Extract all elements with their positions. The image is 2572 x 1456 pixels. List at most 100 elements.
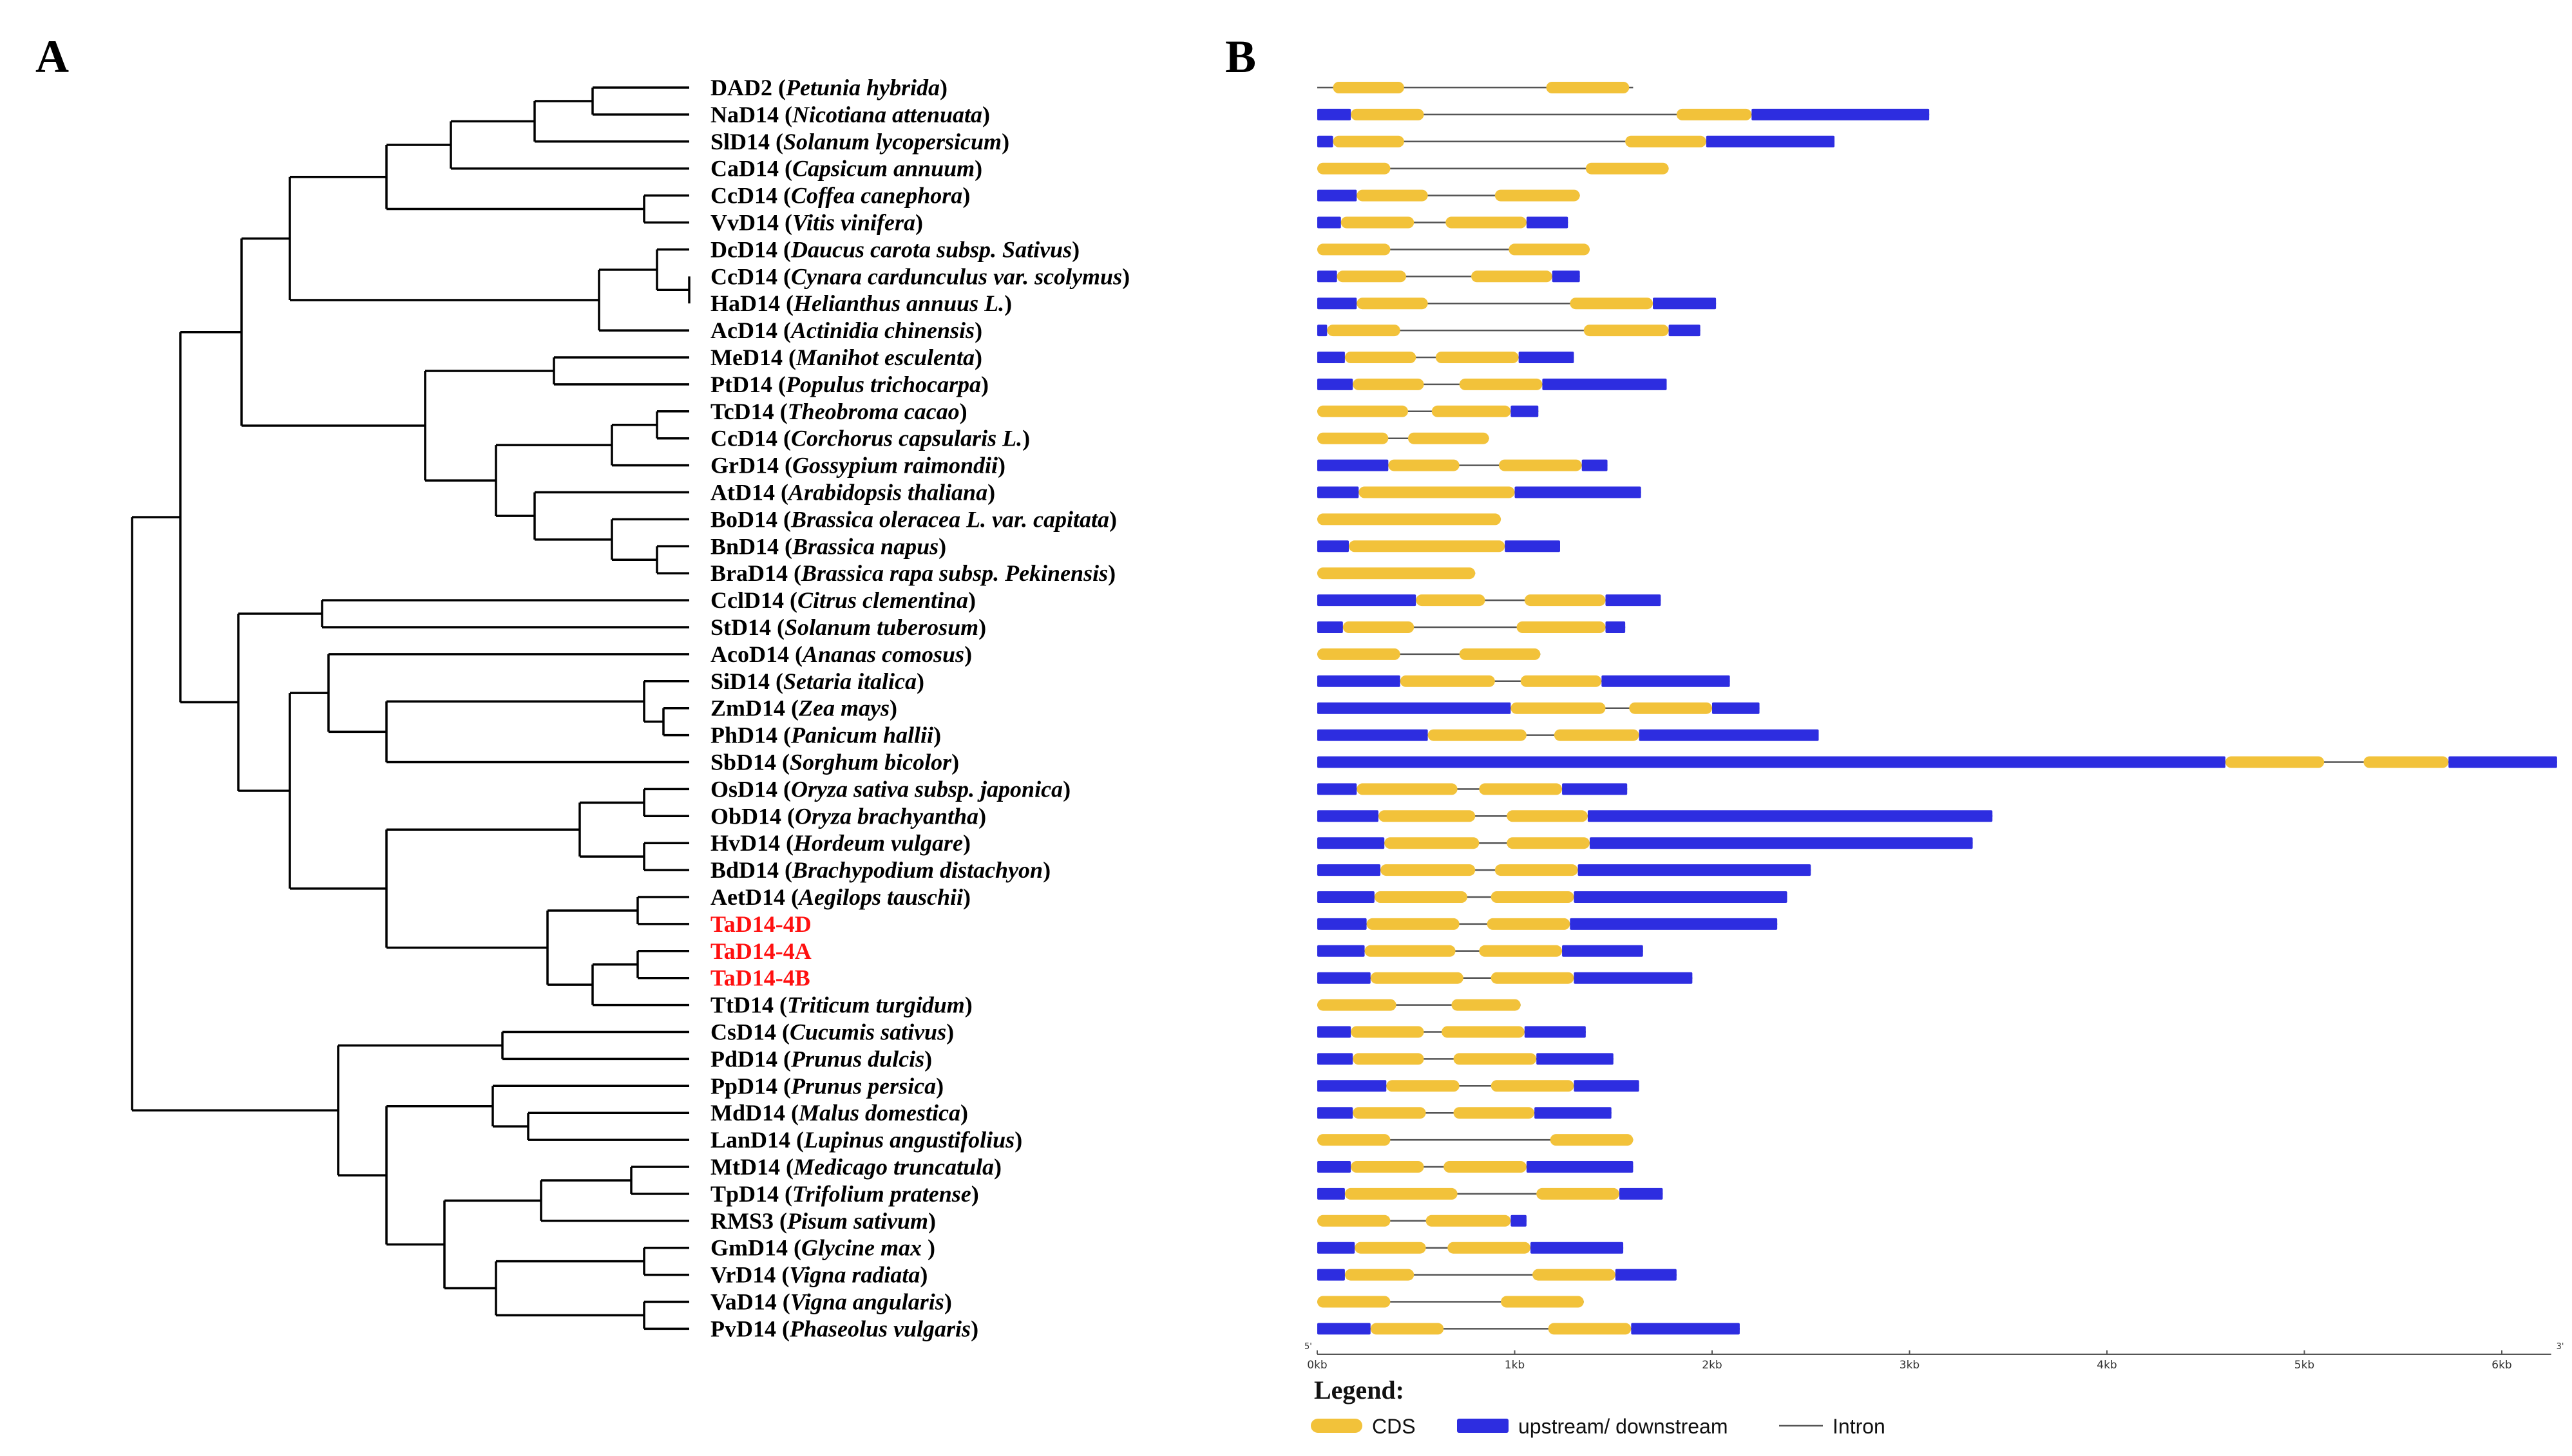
gene-structure-ptd14-11 xyxy=(1317,378,1667,390)
paren: ) xyxy=(982,102,990,128)
gene-label-ccd14-4: CcD14 (Coffea canephora) xyxy=(710,183,970,209)
gene-structure-ppd14-37 xyxy=(1317,1080,1639,1092)
utr-segment xyxy=(1317,1080,1387,1092)
axis-tick-label: 6kb xyxy=(2491,1359,2511,1372)
gene-structure-nad14-1 xyxy=(1317,108,1930,120)
paren: ) xyxy=(944,1289,952,1315)
gene-structure-cad14-3 xyxy=(1317,162,1669,175)
gene-name: BdD14 xyxy=(710,857,779,883)
species-name: Gossypium raimondii xyxy=(792,453,998,478)
gene-structure-bnd14-17 xyxy=(1317,540,1560,553)
gene-label-had14-8: HaD14 (Helianthus annuus L.) xyxy=(710,290,1012,316)
species-name: Setaria italica xyxy=(783,668,917,694)
gene-label-ppd14-37: PpD14 (Prunus persica) xyxy=(710,1073,944,1099)
species-name: Citrus clementina xyxy=(797,587,968,613)
cds-segment xyxy=(1570,298,1653,310)
paren: ) xyxy=(1002,129,1009,155)
utr-segment xyxy=(1524,1026,1586,1038)
paren: ( xyxy=(779,156,792,182)
paren: ) xyxy=(1072,236,1080,262)
gene-structure-land14-39 xyxy=(1317,1134,1634,1146)
gene-structure-ccd14-13 xyxy=(1317,432,1489,444)
gene-name: DAD2 xyxy=(710,75,772,100)
gene-label-sbd14-25: SbD14 (Sorghum bicolor) xyxy=(710,750,959,775)
cds-segment xyxy=(1451,999,1521,1011)
gene-label-zmd14-23: ZmD14 (Zea mays) xyxy=(710,695,897,721)
utr-segment xyxy=(1505,540,1560,553)
cds-segment xyxy=(1317,1215,1391,1227)
paren: ) xyxy=(994,1154,1002,1180)
species-name: Nicotiana attenuata xyxy=(792,102,982,128)
paren: ( xyxy=(772,75,786,100)
paren: ( xyxy=(780,290,794,316)
paren: ) xyxy=(962,183,970,209)
paren: ( xyxy=(774,399,788,424)
gene-name: SiD14 xyxy=(710,668,770,694)
species-name: Lupinus angustifolius xyxy=(803,1127,1015,1153)
gene-label-dad2-0: DAD2 (Petunia hybrida) xyxy=(710,75,948,100)
cds-segment xyxy=(1491,972,1574,984)
legend-title: Legend: xyxy=(1314,1376,1404,1404)
gene-name: PtD14 xyxy=(710,372,772,397)
cds-segment xyxy=(1431,405,1511,417)
utr-segment xyxy=(1317,675,1400,687)
gene-label-std14-20: StD14 (Solanum tuberosum) xyxy=(710,614,986,640)
species-name: Populus trichocarpa xyxy=(785,372,981,397)
gene-label-csd14-35: CsD14 (Cucumis sativus) xyxy=(710,1019,954,1045)
species-name: Brassica oleracea L. var. capitata xyxy=(790,506,1109,532)
gene-label-tad14-4b-33: TaD14-4B xyxy=(710,965,810,991)
cds-segment xyxy=(1546,82,1630,93)
gene-label-acd14-9: AcD14 (Actinidia chinensis) xyxy=(710,317,982,343)
gene-structure-csd14-35 xyxy=(1317,1026,1586,1038)
cds-segment xyxy=(1384,837,1480,849)
cds-segment xyxy=(1494,864,1578,876)
paren: ( xyxy=(777,1073,791,1099)
gene-structure-osd14-26 xyxy=(1317,783,1628,795)
gene-name: BoD14 xyxy=(710,506,777,532)
gene-label-gmd14-43: GmD14 (Glycine max ) xyxy=(710,1235,935,1261)
gene-structure-tpd14-41 xyxy=(1317,1187,1663,1200)
species-name: Brachypodium distachyon xyxy=(792,857,1043,883)
species-name: Capsicum annuum xyxy=(792,156,975,182)
gene-name: RMS3 xyxy=(710,1208,774,1234)
utr-segment xyxy=(1317,972,1371,984)
cds-segment xyxy=(1532,1269,1615,1281)
cds-segment xyxy=(1351,108,1424,120)
utr-segment xyxy=(1317,486,1359,498)
paren: ) xyxy=(981,372,989,397)
cds-segment xyxy=(1317,1296,1391,1308)
gene-label-aetd14-30: AetD14 (Aegilops tauschii) xyxy=(710,884,971,910)
species-name: Solanum tuberosum xyxy=(785,614,978,640)
gene-label-ptd14-11: PtD14 (Populus trichocarpa) xyxy=(710,372,989,397)
utr-segment xyxy=(1317,1107,1353,1119)
species-name: Prunus persica xyxy=(790,1073,936,1099)
paren: ) xyxy=(1004,290,1012,316)
utr-segment xyxy=(1589,837,1973,849)
gene-name: AetD14 xyxy=(710,884,785,910)
species-name: Pisum sativum xyxy=(786,1208,928,1234)
gene-structure-rms3-42 xyxy=(1317,1215,1527,1227)
gene-label-ttd14-34: TtD14 (Triticum turgidum) xyxy=(710,992,973,1018)
gene-label-tpd14-41: TpD14 (Trifolium pratense) xyxy=(710,1181,979,1207)
gene-structure-aetd14-30 xyxy=(1317,891,1787,903)
utr-segment xyxy=(1317,135,1333,147)
paren: ) xyxy=(975,317,982,343)
paren: ( xyxy=(777,506,791,532)
gene-name: GrD14 xyxy=(710,453,779,478)
species-name: Vigna angularis xyxy=(790,1289,944,1315)
utr-segment xyxy=(1574,972,1693,984)
cds-segment xyxy=(1491,891,1574,903)
gene-structure-obd14-27 xyxy=(1317,810,1993,822)
utr-segment xyxy=(1317,270,1337,283)
gene-name: OsD14 xyxy=(710,776,777,802)
species-name: Malus domestica xyxy=(798,1100,960,1126)
paren: ( xyxy=(777,263,791,289)
gene-label-bnd14-17: BnD14 (Brassica napus) xyxy=(710,533,946,559)
utr-segment xyxy=(1317,945,1365,957)
paren: ( xyxy=(784,587,797,613)
paren: ( xyxy=(776,750,790,775)
utr-segment xyxy=(1317,594,1416,607)
gene-label-ccd14-13: CcD14 (Corchorus capsularis L.) xyxy=(710,426,1030,451)
utr-segment xyxy=(1317,108,1351,120)
cds-segment xyxy=(1509,243,1590,256)
